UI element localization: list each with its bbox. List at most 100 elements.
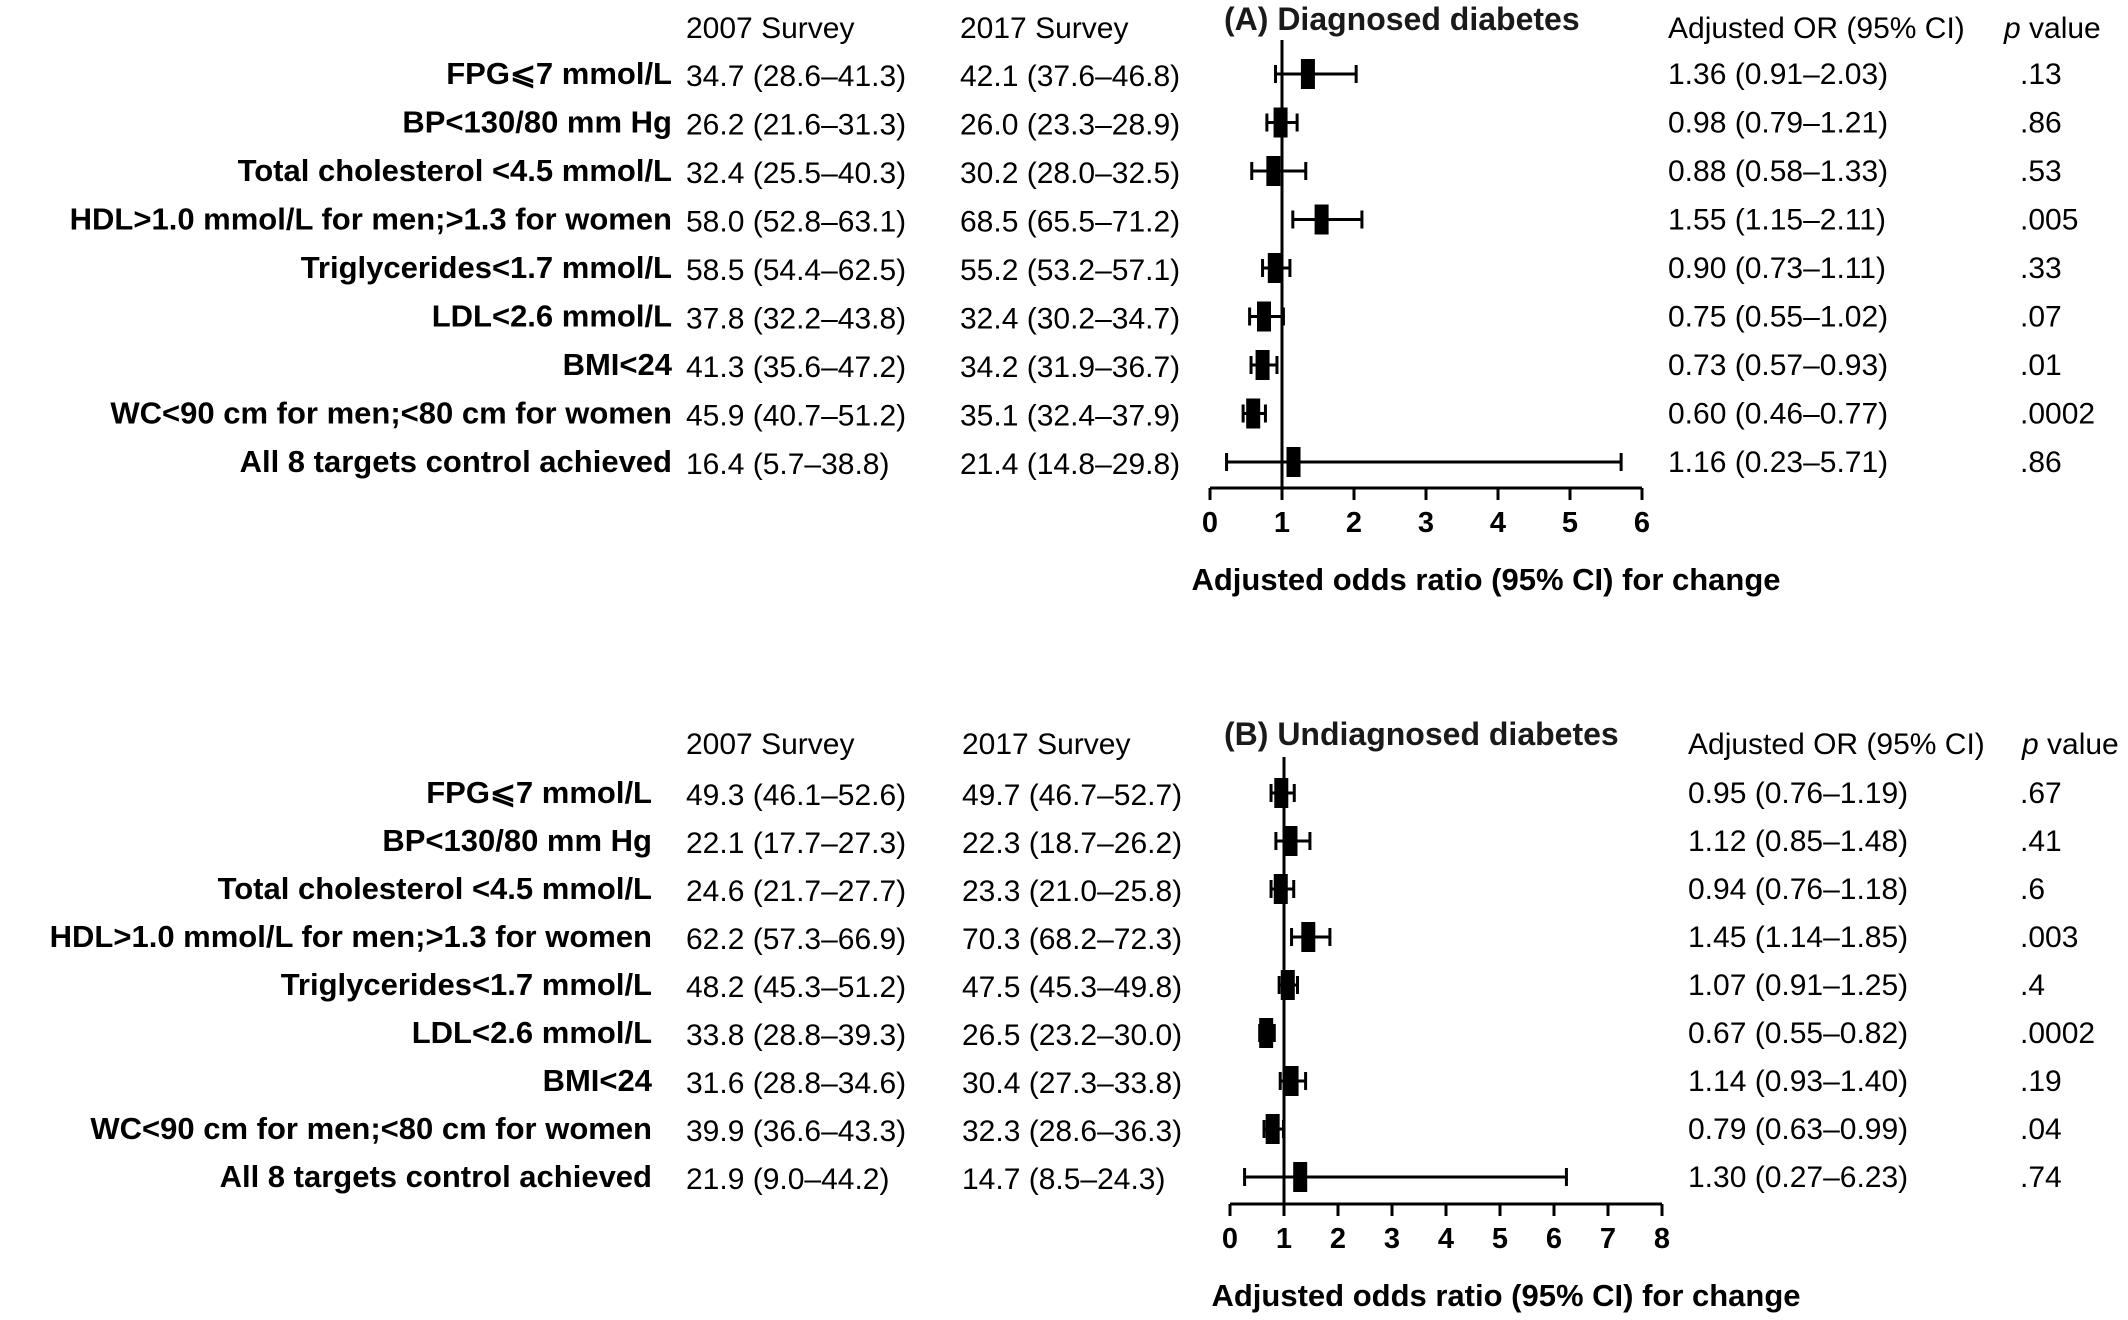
or-point	[1280, 970, 1295, 1000]
value-2007: 24.6 (21.7–27.7)	[686, 875, 906, 908]
row-label: FPG⩽7 mmol/L	[426, 775, 652, 810]
or-point	[1286, 447, 1301, 477]
value-2017: 22.3 (18.7–26.2)	[962, 827, 1182, 860]
value-2007: 45.9 (40.7–51.2)	[686, 400, 906, 433]
row-label: Triglycerides<1.7 mmol/L	[301, 250, 672, 285]
forest-panel-a: 2007 Survey 2017 Survey Adjusted OR (95% C…	[70, 1, 2101, 597]
value-2007: 34.7 (28.6–41.3)	[686, 60, 906, 93]
header-adjusted-or: Adjusted OR (95% CI)	[1688, 728, 1985, 761]
or-point	[1273, 874, 1288, 904]
x-tick-label: 3	[1384, 1223, 1400, 1255]
value-2017: 32.3 (28.6–36.3)	[962, 1115, 1182, 1148]
x-tick-label: 0	[1222, 1223, 1238, 1255]
or-point	[1259, 1018, 1274, 1048]
row-label: All 8 targets control achieved	[240, 444, 672, 479]
value-2007: 62.2 (57.3–66.9)	[686, 923, 906, 956]
value-2007: 41.3 (35.6–47.2)	[686, 351, 906, 384]
value-2007: 33.8 (28.8–39.3)	[686, 1019, 906, 1052]
row-label: BP<130/80 mm Hg	[402, 105, 672, 140]
value-p: .13	[2020, 58, 2062, 91]
value-p: .003	[2020, 921, 2078, 954]
value-2017: 26.5 (23.2–30.0)	[962, 1019, 1182, 1052]
row-label: All 8 targets control achieved	[220, 1159, 652, 1194]
or-point	[1301, 922, 1316, 952]
value-p: .53	[2020, 155, 2062, 188]
x-tick-label: 6	[1546, 1223, 1562, 1255]
value-p: .4	[2020, 969, 2045, 1002]
or-point	[1293, 1162, 1308, 1192]
value-2017: 14.7 (8.5–24.3)	[962, 1163, 1165, 1196]
value-adjusted-or: 0.79 (0.63–0.99)	[1688, 1113, 1908, 1146]
value-adjusted-or: 0.98 (0.79–1.21)	[1668, 107, 1888, 140]
x-tick-label: 4	[1438, 1223, 1454, 1255]
value-p: .6	[2020, 873, 2045, 906]
value-2007: 32.4 (25.5–40.3)	[686, 157, 906, 190]
value-2017: 26.0 (23.3–28.9)	[960, 109, 1180, 142]
value-p: .0002	[2020, 1017, 2095, 1050]
value-adjusted-or: 1.36 (0.91–2.03)	[1668, 58, 1888, 91]
value-2017: 30.2 (28.0–32.5)	[960, 157, 1180, 190]
x-tick-label: 4	[1490, 507, 1506, 539]
value-p: .005	[2020, 204, 2078, 237]
row-label: Triglycerides<1.7 mmol/L	[281, 967, 652, 1002]
header-p-value: p value	[2003, 12, 2101, 45]
value-adjusted-or: 0.75 (0.55–1.02)	[1668, 301, 1888, 334]
x-tick-label: 3	[1418, 507, 1434, 539]
or-point	[1266, 156, 1281, 186]
header-p-value: p value	[2021, 728, 2119, 761]
value-2007: 16.4 (5.7–38.8)	[686, 448, 889, 481]
value-2007: 48.2 (45.3–51.2)	[686, 971, 906, 1004]
row-label: Total cholesterol <4.5 mmol/L	[238, 153, 672, 188]
row-label: WC<90 cm for men;<80 cm for women	[110, 396, 672, 431]
header-p-italic: p	[2003, 12, 2021, 45]
value-2007: 22.1 (17.7–27.3)	[686, 827, 906, 860]
row-label: BP<130/80 mm Hg	[382, 823, 652, 858]
value-2007: 58.5 (54.4–62.5)	[686, 254, 906, 287]
x-tick-label: 1	[1274, 507, 1290, 539]
x-tick-label: 7	[1600, 1223, 1616, 1255]
value-p: .86	[2020, 107, 2062, 140]
value-2007: 26.2 (21.6–31.3)	[686, 109, 906, 142]
or-point	[1246, 398, 1261, 429]
value-2007: 49.3 (46.1–52.6)	[686, 779, 906, 812]
value-adjusted-or: 0.73 (0.57–0.93)	[1668, 349, 1888, 382]
or-point	[1274, 778, 1289, 808]
value-p: .19	[2020, 1065, 2062, 1098]
or-point	[1283, 826, 1298, 856]
header-2007-survey: 2007 Survey	[686, 12, 854, 45]
or-point	[1267, 253, 1282, 283]
row-label: LDL<2.6 mmol/L	[432, 299, 672, 334]
value-p: .67	[2020, 777, 2062, 810]
value-adjusted-or: 0.95 (0.76–1.19)	[1688, 777, 1908, 810]
value-p: .33	[2020, 252, 2062, 285]
row-label: BMI<24	[543, 1063, 653, 1098]
value-2017: 55.2 (53.2–57.1)	[960, 254, 1180, 287]
row-label: HDL>1.0 mmol/L for men;>1.3 for women	[50, 919, 652, 954]
header-p-rest: value	[2039, 728, 2119, 761]
x-tick-label: 0	[1202, 507, 1218, 539]
value-2017: 23.3 (21.0–25.8)	[962, 875, 1182, 908]
or-point	[1265, 1114, 1280, 1144]
value-p: .07	[2020, 301, 2062, 334]
value-adjusted-or: 1.07 (0.91–1.25)	[1688, 969, 1908, 1002]
value-adjusted-or: 1.30 (0.27–6.23)	[1688, 1161, 1908, 1194]
value-p: .0002	[2020, 398, 2095, 431]
panel-title: (A) Diagnosed diabetes	[1224, 1, 1580, 37]
value-p: .01	[2020, 349, 2062, 382]
panel-title: (B) Undiagnosed diabetes	[1224, 716, 1619, 752]
value-2007: 21.9 (9.0–44.2)	[686, 1163, 889, 1196]
value-2017: 34.2 (31.9–36.7)	[960, 351, 1180, 384]
value-2017: 21.4 (14.8–29.8)	[960, 448, 1180, 481]
value-p: .74	[2020, 1161, 2062, 1194]
row-label: Total cholesterol <4.5 mmol/L	[218, 871, 652, 906]
value-p: .04	[2020, 1113, 2062, 1146]
or-point	[1257, 301, 1271, 332]
header-2017-survey: 2017 Survey	[962, 728, 1130, 761]
x-tick-label: 1	[1276, 1223, 1292, 1255]
x-tick-label: 5	[1492, 1223, 1508, 1255]
row-label: LDL<2.6 mmol/L	[412, 1015, 652, 1050]
value-2017: 68.5 (65.5–71.2)	[960, 206, 1180, 239]
value-adjusted-or: 0.60 (0.46–0.77)	[1668, 398, 1888, 431]
value-2017: 30.4 (27.3–33.8)	[962, 1067, 1182, 1100]
header-2007-survey: 2007 Survey	[686, 728, 854, 761]
